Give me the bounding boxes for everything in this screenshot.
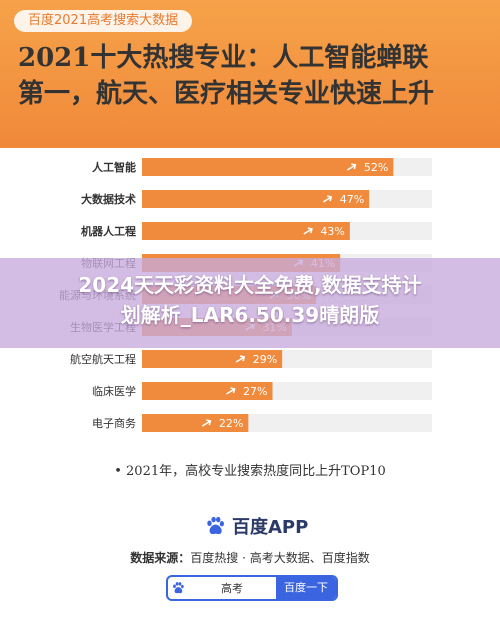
footer: 百度APP 数据来源：百度热搜 · 高考大数据、百度指数 高考 百度一下 xyxy=(0,493,500,617)
overlay-banner: 2024天天彩资料大全免费,数据支持计 划解析_LAR6.50.39晴朗版 xyxy=(0,258,500,348)
value-label: 22% xyxy=(219,417,243,430)
data-source: 数据来源：百度热搜 · 高考大数据、百度指数 xyxy=(0,549,500,566)
category-label: 机器人工程 xyxy=(81,224,136,238)
value-label: 43% xyxy=(320,225,344,238)
chart-note: • 2021年，高校专业搜索热度同比上升TOP10 xyxy=(114,464,386,479)
bar xyxy=(142,350,283,368)
trend-up-icon xyxy=(201,419,212,427)
trend-up-icon xyxy=(346,163,357,171)
title-line-2: 第一，航天、医疗相关专业快速上升 xyxy=(18,79,435,109)
baidu-paw-icon xyxy=(207,516,224,535)
trend-up-icon xyxy=(235,355,246,363)
data-source-text: 百度热搜 · 高考大数据、百度指数 xyxy=(190,551,370,565)
trend-up-icon xyxy=(303,227,313,235)
overlay-line-2: 划解析_LAR6.50.39晴朗版 xyxy=(120,303,380,327)
bar xyxy=(142,190,370,208)
search-button[interactable]: 百度一下 xyxy=(276,577,336,599)
value-label: 52% xyxy=(364,161,388,174)
category-label: 电子商务 xyxy=(92,416,136,430)
category-label: 临床医学 xyxy=(92,384,136,398)
search-bar[interactable]: 高考 百度一下 xyxy=(166,575,338,601)
title-line-1: 2021十大热搜专业：人工智能蝉联 xyxy=(18,43,429,73)
brand-name: 百度APP xyxy=(232,517,309,538)
bar xyxy=(142,158,394,176)
trend-up-icon xyxy=(322,195,333,203)
bar xyxy=(142,222,350,240)
source-tag: 百度2021高考搜索大数据 xyxy=(14,10,193,32)
data-source-label: 数据来源： xyxy=(130,551,191,565)
overlay-line-1: 2024天天彩资料大全免费,数据支持计 xyxy=(78,273,422,297)
category-label: 航空航天工程 xyxy=(70,352,136,366)
header-banner: 百度2021高考搜索大数据 2021十大热搜专业：人工智能蝉联 第一，航天、医疗… xyxy=(0,0,500,148)
page-title: 2021十大热搜专业：人工智能蝉联 第一，航天、医疗相关专业快速上升 xyxy=(18,40,488,112)
bar xyxy=(142,382,273,400)
category-label: 人工智能 xyxy=(92,160,136,174)
overlay-text: 2024天天彩资料大全免费,数据支持计 划解析_LAR6.50.39晴朗版 xyxy=(20,270,480,330)
value-label: 47% xyxy=(340,193,364,206)
search-input[interactable]: 高考 xyxy=(221,582,243,595)
baidu-paw-icon xyxy=(168,577,188,599)
value-label: 29% xyxy=(253,353,277,366)
value-label: 27% xyxy=(243,385,267,398)
category-label: 大数据技术 xyxy=(81,192,136,206)
trend-up-icon xyxy=(226,387,236,395)
brand-logo: 百度APP xyxy=(204,513,308,539)
bar xyxy=(142,414,249,432)
